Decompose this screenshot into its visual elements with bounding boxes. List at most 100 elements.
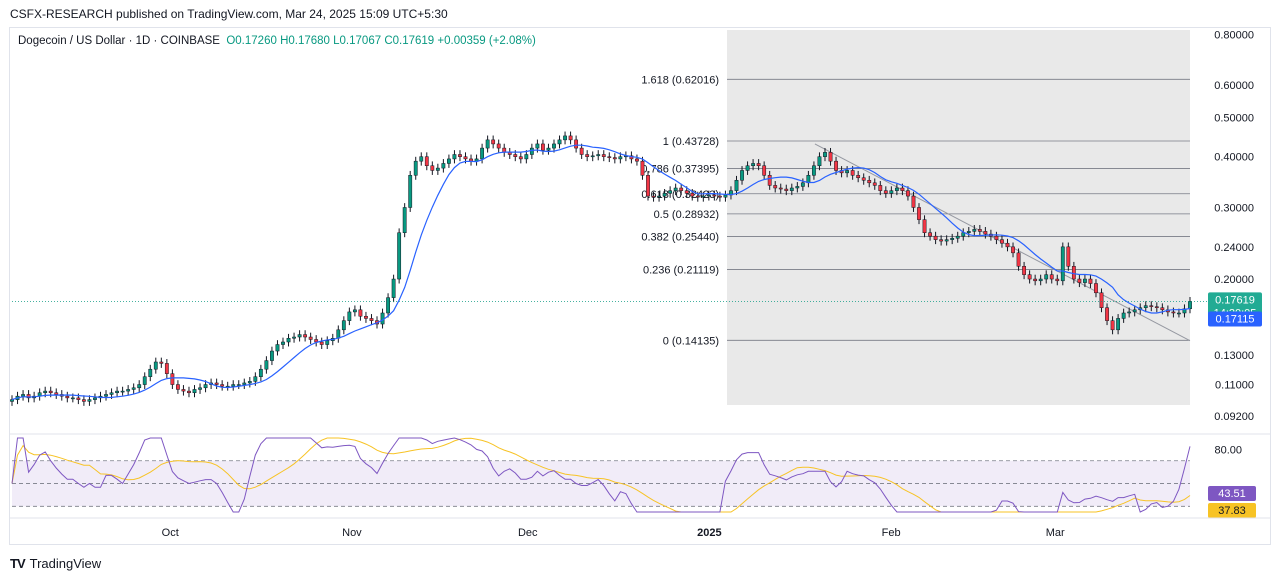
candle-body [977,229,982,232]
candle-body [496,143,501,149]
candle-body [601,154,606,157]
price-tick-label: 0.20000 [1214,274,1254,286]
candle-body [928,232,932,237]
candle-body [153,361,158,370]
candle-body [1171,311,1176,314]
candle-body [972,229,977,232]
candle-body [568,135,573,141]
candle-body [552,143,556,149]
rsi-ma-badge [1208,503,1256,518]
fib-level-label: 0 (0.14135) [663,335,719,347]
candle-body [535,143,540,149]
candle-body [258,368,263,377]
candle-body [463,156,468,160]
chart-frame [9,27,1271,545]
time-tick-label: Nov [342,527,362,539]
candle-body [65,395,70,399]
candle-body [402,207,407,233]
candle-body [906,190,910,197]
candle-body [878,185,883,191]
candle-body [701,195,706,198]
candle-body [203,384,208,389]
candle-body [164,363,169,374]
candle-body [950,237,955,240]
candle-body [369,318,374,321]
price-tick-label: 0.60000 [1214,80,1254,92]
candle-body [939,239,944,242]
candle-body [646,175,650,197]
candle-body [546,147,551,151]
candle-body [48,390,53,394]
candle-body [447,158,451,164]
candle-body [778,187,783,190]
rsi-ma-line [11,437,1191,513]
candle-body [70,397,75,400]
brand-label: TradingView [29,556,102,571]
candle-body [159,361,164,364]
fib-level-label: 1 (0.43728) [663,136,719,148]
candle-body [485,139,490,149]
candle-body [850,170,855,176]
candle-body [1105,307,1109,321]
candle-body [364,315,368,319]
ohlc-close: C0.17619 [384,35,435,47]
candle-body [1027,274,1032,280]
candle-body [1083,278,1087,283]
candle-body [231,384,236,387]
candle-body [275,344,280,352]
candle-body [220,384,225,387]
candle-body [740,170,744,181]
candle-body [817,156,822,167]
candle-body [1177,312,1181,315]
candle-body [1143,305,1148,308]
candle-body [1055,278,1060,282]
candle-body [612,157,617,160]
candle-body [187,390,191,394]
candle-body [607,156,612,158]
candle-body [955,235,960,239]
candle-body [341,320,346,331]
candle-body [93,397,97,400]
candle-body [1121,312,1126,319]
candle-body [657,195,661,198]
candle-body [408,175,413,208]
candle-body [21,394,25,397]
tradingview-brand[interactable]: ⁠TV TradingView [10,556,101,571]
candle-body [1049,274,1054,280]
candle-body [706,194,711,197]
candle-body [762,165,767,176]
candle-body [651,195,656,198]
price-tick-label: 0.40000 [1214,152,1254,164]
time-tick-label: Mar [1046,527,1065,539]
candle-body [1066,246,1071,267]
candle-body [668,190,673,194]
candle-body [176,384,180,390]
candle-body [933,235,938,240]
symbol-title[interactable]: Dogecoin / US Dollar · 1D · COINBASE [18,35,220,47]
price-tick-label: 0.30000 [1214,202,1254,214]
candle-body [198,387,202,390]
candle-body [308,336,313,340]
candle-body [734,180,739,191]
candle-body [1077,278,1082,283]
candle-body [541,143,545,151]
candle-body [800,182,805,187]
time-tick-label: 2025 [697,527,721,539]
candle-body [618,156,623,160]
candle-body [529,147,534,155]
candle-body [1149,305,1154,307]
candle-body [126,389,131,392]
candle-body [773,185,778,189]
candle-body [1182,308,1187,314]
candle-body [1099,292,1104,308]
candle-body [452,154,457,160]
candle-body [435,167,440,171]
candle-body [845,170,850,174]
candle-body [751,163,755,167]
candle-body [386,297,390,314]
candle-body [1188,301,1192,310]
publisher-line: CSFX-RESEARCH published on TradingView.c… [10,7,448,21]
candle-body [690,193,695,197]
fib-level-label: 0.618 (0.32423) [641,189,719,201]
